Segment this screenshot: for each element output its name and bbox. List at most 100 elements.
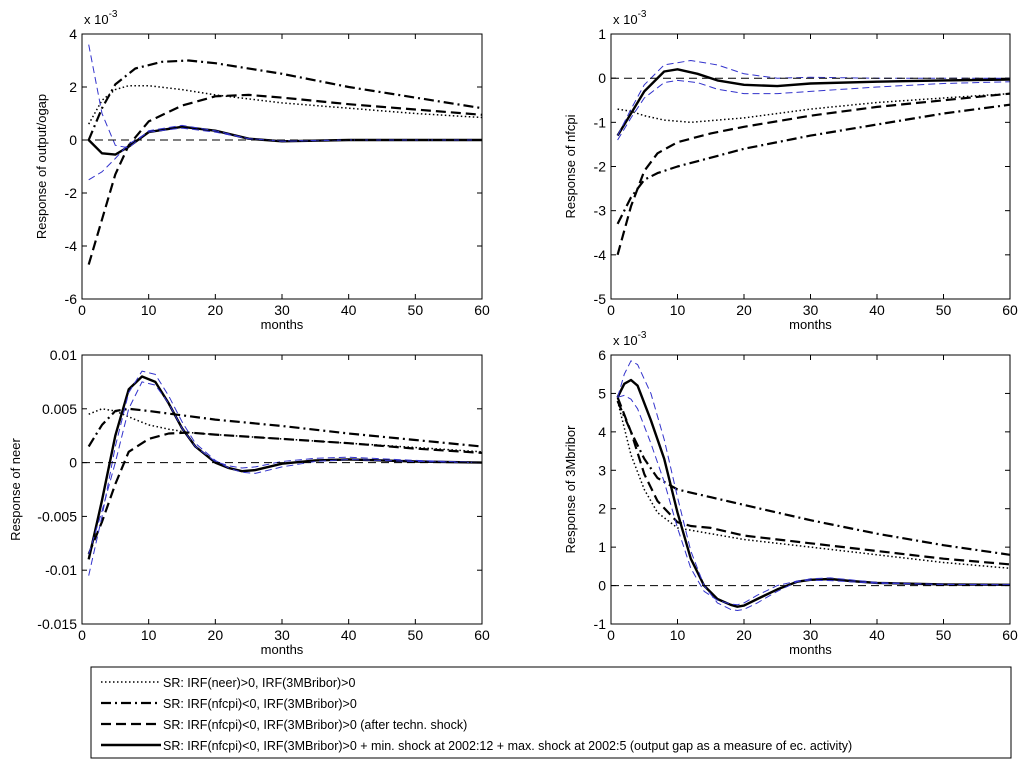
- legend-entry-label: SR: IRF(nfcpi)<0, IRF(3MBribor)>0 (after…: [163, 718, 467, 732]
- y-tick-label: 5: [598, 385, 606, 401]
- x-tick-label: 10: [141, 302, 157, 318]
- x-tick-label: 10: [670, 302, 686, 318]
- y-tick-label: 1: [598, 539, 606, 555]
- legend-entry-label: SR: IRF(nfcpi)<0, IRF(3MBribor)>0 + min.…: [163, 739, 852, 753]
- axis-exponent-power: -3: [109, 9, 118, 20]
- axis-exponent: x 10-3: [84, 9, 118, 27]
- x-tick-label: 40: [341, 627, 357, 643]
- series-line-dashdot: [87, 59, 482, 141]
- series-line-dashed: [87, 431, 482, 555]
- y-tick-label: 6: [598, 347, 606, 363]
- series-line-thin-dashed: [617, 394, 1010, 606]
- legend: SR: IRF(neer)>0, IRF(3MBribor)>0 SR: IRF(…: [90, 666, 1012, 759]
- y-tick-label: 0: [69, 455, 77, 471]
- x-tick-label: 20: [208, 302, 224, 318]
- x-tick-label: 30: [274, 627, 290, 643]
- y-tick-label: -1: [594, 114, 607, 130]
- plot-area: [82, 34, 482, 299]
- y-tick-label: 2: [598, 501, 606, 517]
- x-tick-label: 30: [803, 302, 819, 318]
- y-tick-label: -5: [594, 291, 607, 307]
- chart-panel: 0 10 20 30 40 50 60 -5 -4 -3 -2 -1 0 1 months Response …: [563, 9, 1018, 332]
- y-tick-label: 0: [598, 70, 606, 86]
- y-tick-label: -3: [594, 203, 607, 219]
- y-tick-label: 0.005: [42, 401, 77, 417]
- y-tick-label: -0.015: [37, 616, 77, 632]
- x-tick-label: 40: [869, 627, 885, 643]
- x-axis-label: months: [789, 317, 832, 332]
- y-tick-label: -2: [65, 185, 78, 201]
- series-line-dashed: [616, 396, 1010, 566]
- series-line-solid: [616, 378, 1010, 608]
- x-tick-label: 0: [78, 627, 86, 643]
- x-tick-label: 60: [474, 627, 490, 643]
- x-axis-label: months: [261, 317, 304, 332]
- legend-entry-label: SR: IRF(nfcpi)<0, IRF(3MBribor)>0: [163, 697, 357, 711]
- x-tick-label: 60: [1002, 302, 1018, 318]
- y-tick-label: 3: [598, 462, 606, 478]
- axis-exponent-power: -3: [638, 9, 647, 20]
- x-tick-label: 60: [474, 302, 490, 318]
- x-tick-label: 50: [936, 302, 952, 318]
- y-axis-label: Response of nfcpi: [563, 114, 578, 218]
- x-tick-label: 60: [1002, 627, 1018, 643]
- series-group: [82, 370, 482, 576]
- legend-frame: [90, 666, 1012, 759]
- axis-exponent-base: x 10: [613, 12, 638, 27]
- series-line-dashdot: [616, 400, 1010, 556]
- x-axis-label: months: [261, 642, 304, 657]
- axis-exponent-power: -3: [638, 330, 647, 341]
- series-group: [82, 44, 482, 265]
- chart-panel: 0 10 20 30 40 50 60 -0.015 -0.01 -0.005 0 0.005 0.01…: [8, 347, 490, 657]
- x-tick-label: 50: [936, 627, 952, 643]
- x-tick-label: 30: [274, 302, 290, 318]
- y-axis-label: Response of neer: [8, 438, 23, 541]
- x-tick-label: 20: [208, 627, 224, 643]
- series-line-thin-dashed: [88, 370, 482, 576]
- plot-area: [611, 34, 1010, 299]
- y-tick-label: 4: [69, 26, 77, 42]
- series-line-dashed: [616, 92, 1010, 256]
- x-tick-label: 30: [803, 627, 819, 643]
- x-tick-label: 50: [408, 302, 424, 318]
- x-tick-label: 10: [141, 627, 157, 643]
- axis-exponent-base: x 10: [613, 333, 638, 348]
- y-tick-label: 1: [598, 26, 606, 42]
- y-tick-label: 2: [69, 79, 77, 95]
- x-tick-label: 0: [607, 302, 615, 318]
- series-line-dashdot: [87, 407, 482, 448]
- series-line-dotted: [616, 400, 1010, 570]
- y-tick-label: -4: [65, 238, 78, 254]
- x-tick-label: 20: [736, 302, 752, 318]
- x-tick-label: 10: [670, 627, 686, 643]
- series-line-solid: [616, 68, 1010, 137]
- series-line-thin-dashed: [617, 360, 1010, 611]
- chart-panel: 0 10 20 30 40 50 60 -6 -4 -2 0 2 4 months Response of …: [34, 9, 490, 332]
- y-tick-label: -0.01: [45, 562, 77, 578]
- y-tick-label: -1: [594, 616, 607, 632]
- y-tick-label: 0: [69, 132, 77, 148]
- y-axis-label: Response of output/ogap: [34, 94, 49, 239]
- x-tick-label: 40: [341, 302, 357, 318]
- x-tick-label: 40: [869, 302, 885, 318]
- series-line-dotted: [617, 92, 1010, 124]
- y-tick-label: 0: [598, 578, 606, 594]
- x-tick-label: 0: [78, 302, 86, 318]
- x-tick-label: 50: [408, 627, 424, 643]
- x-tick-label: 20: [736, 627, 752, 643]
- series-group: [611, 360, 1010, 611]
- series-line-dashdot: [616, 103, 1010, 225]
- y-tick-label: 4: [598, 424, 606, 440]
- x-tick-label: 0: [607, 627, 615, 643]
- y-tick-label: -0.005: [37, 508, 77, 524]
- series-line-dashed: [87, 93, 482, 265]
- y-axis-label: Response of 3Mbribor: [563, 425, 578, 554]
- axis-exponent: x 10-3: [613, 330, 647, 348]
- series-group: [611, 60, 1010, 256]
- y-tick-label: -4: [594, 247, 607, 263]
- axis-exponent: x 10-3: [613, 9, 647, 27]
- y-tick-label: -6: [65, 291, 78, 307]
- series-line-thin-dashed: [88, 381, 482, 555]
